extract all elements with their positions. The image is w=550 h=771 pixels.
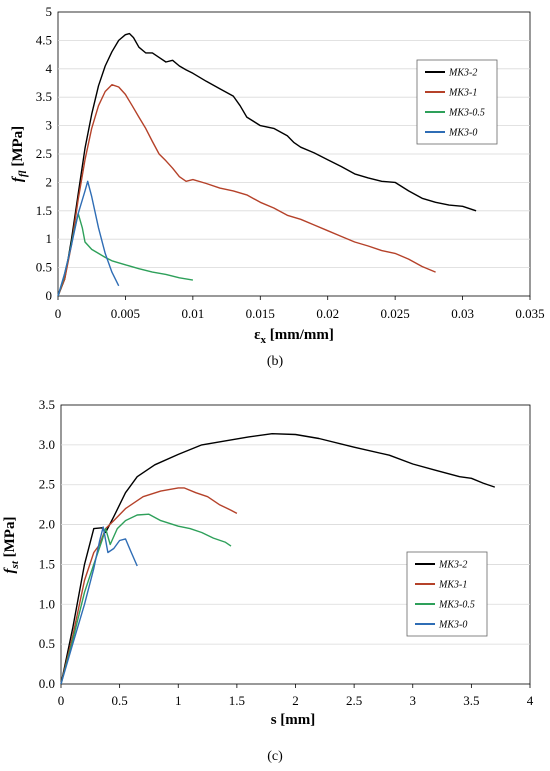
series-line-mk3-1 bbox=[60, 487, 238, 685]
x-tick-label: 0.03 bbox=[451, 306, 474, 321]
x-tick-label: 0.02 bbox=[316, 306, 339, 321]
series-line-mk3-0 bbox=[60, 526, 138, 685]
x-tick-label: 2 bbox=[292, 693, 299, 708]
y-tick-label: 0 bbox=[46, 288, 53, 303]
series-line-mk3-2 bbox=[60, 433, 496, 685]
y-tick-label: 2.0 bbox=[39, 517, 55, 532]
y-tick-label: 2 bbox=[46, 174, 53, 189]
chart-flexural-strength: 0 0.005 0.01 0.015 0.02 0.025 0.03 0.035 0 0.5 1 1… bbox=[10, 4, 545, 369]
panel-label-c: (c) bbox=[267, 749, 283, 764]
x-tick-label: 1 bbox=[175, 693, 182, 708]
legend-label: MK3-2 bbox=[438, 560, 467, 571]
legend-label: MK3-0.5 bbox=[448, 108, 485, 119]
legend-b: MK3-2 MK3-1 MK3-0.5 MK3-0 bbox=[416, 59, 498, 145]
y-tick-label: 3.0 bbox=[39, 437, 55, 452]
y-tick-labels-c: 0.0 0.5 1.0 1.5 2.0 2.5 3.0 3.5 bbox=[39, 397, 55, 691]
legend-label: MK3-0 bbox=[448, 128, 477, 139]
series-line-mk3-0 bbox=[57, 180, 120, 297]
series-line-mk3-0-5 bbox=[60, 513, 232, 685]
legend-box-c bbox=[406, 551, 488, 637]
series-line-mk3-2 bbox=[57, 32, 477, 297]
x-tick-label: 0.035 bbox=[515, 306, 544, 321]
x-tick-label: 3 bbox=[410, 693, 417, 708]
x-axis-title-c: s [mm] bbox=[271, 712, 316, 728]
series-line-mk3-1 bbox=[57, 83, 436, 297]
x-tick-labels-c: 0 0.5 1 1.5 2 2.5 3 3.5 4 bbox=[58, 684, 534, 708]
y-tick-label: 0.0 bbox=[39, 676, 55, 691]
legend-label: MK3-1 bbox=[448, 88, 477, 99]
x-axis-title-b: εx [mm/mm] bbox=[254, 327, 334, 346]
x-tick-label: 0 bbox=[58, 693, 65, 708]
legend-label: MK3-0 bbox=[438, 620, 467, 631]
x-tick-label: 0.005 bbox=[111, 306, 140, 321]
chart-splitting-strength: 0 0.5 1 1.5 2 2.5 3 3.5 4 0.0 0.5 1.0 1.5 2.0 2.5 3.0 3… bbox=[2, 397, 534, 764]
y-tick-label: 1.0 bbox=[39, 596, 55, 611]
x-tick-label: 0.5 bbox=[112, 693, 128, 708]
series-c bbox=[60, 433, 496, 685]
y-tick-label: 3.5 bbox=[39, 397, 55, 412]
y-tick-label: 0.5 bbox=[39, 636, 55, 651]
legend-box-b bbox=[416, 59, 498, 145]
y-tick-labels-b: 0 0.5 1 1.5 2 2.5 3 3.5 4 4.5 5 bbox=[36, 4, 53, 303]
y-tick-label: 0.5 bbox=[36, 260, 52, 275]
x-tick-label: 3.5 bbox=[463, 693, 479, 708]
x-tick-label: 1.5 bbox=[229, 693, 245, 708]
x-tick-label: 0.015 bbox=[246, 306, 275, 321]
plot-area-c bbox=[60, 404, 531, 685]
y-tick-label: 5 bbox=[46, 4, 53, 19]
legend-label: MK3-2 bbox=[448, 68, 477, 79]
x-tick-label: 4 bbox=[527, 693, 534, 708]
panel-label-b: (b) bbox=[267, 354, 284, 369]
x-tick-label: 0 bbox=[55, 306, 62, 321]
y-axis-title-c: fst [MPa] bbox=[2, 517, 21, 574]
y-axis-title-b: ffl [MPa] bbox=[10, 126, 29, 182]
y-tick-label: 4 bbox=[46, 61, 53, 76]
x-tick-label: 0.01 bbox=[181, 306, 204, 321]
y-tick-label: 2.5 bbox=[39, 477, 55, 492]
y-tick-label: 1 bbox=[46, 231, 53, 246]
legend-label: MK3-1 bbox=[438, 580, 467, 591]
series-b bbox=[57, 32, 477, 297]
legend-c: MK3-2 MK3-1 MK3-0.5 MK3-0 bbox=[406, 551, 488, 637]
y-tick-label: 3.5 bbox=[36, 89, 52, 104]
y-tick-label: 2.5 bbox=[36, 146, 52, 161]
y-tick-label: 1.5 bbox=[39, 556, 55, 571]
x-tick-labels-b: 0 0.005 0.01 0.015 0.02 0.025 0.03 0.035 bbox=[55, 296, 545, 321]
y-tick-label: 4.5 bbox=[36, 32, 52, 47]
y-tick-label: 1.5 bbox=[36, 203, 52, 218]
legend-label: MK3-0.5 bbox=[438, 600, 475, 611]
x-tick-label: 2.5 bbox=[346, 693, 362, 708]
y-tick-label: 3 bbox=[46, 118, 53, 133]
x-tick-label: 0.025 bbox=[381, 306, 410, 321]
